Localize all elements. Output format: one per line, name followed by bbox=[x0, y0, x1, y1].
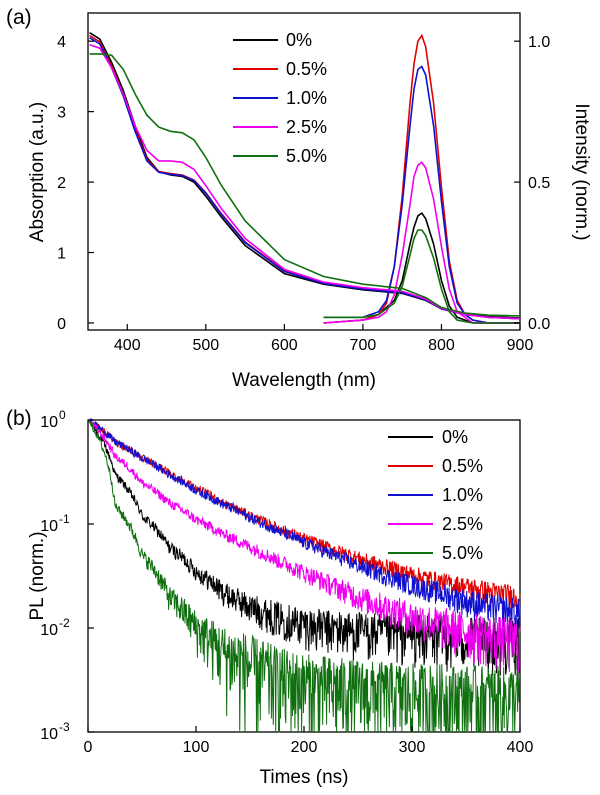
y-tick-label-b: 10 bbox=[40, 518, 58, 535]
y2-ticks-a: 0.0 0.5 1.0 bbox=[514, 34, 550, 333]
x-tick-label-b: 0 bbox=[84, 739, 93, 756]
legend-label-a: 0% bbox=[286, 30, 312, 50]
x-tick-label-b: 100 bbox=[183, 739, 210, 756]
legend-label-b: 5.0% bbox=[442, 543, 483, 563]
y-axis-label-b: PL (norm.) bbox=[27, 531, 48, 620]
x-axis-label-a: Wavelength (nm) bbox=[232, 370, 376, 391]
legend-label-b: 2.5% bbox=[442, 514, 483, 534]
y-tick-label-b: 10 bbox=[40, 414, 58, 431]
y-axis-label-a: Absorption (a.u.) bbox=[27, 102, 48, 242]
y2-axis-label-a: Intensity (norm.) bbox=[571, 103, 592, 240]
emission-line-0p5pct bbox=[323, 33, 520, 324]
panel-label-a: (a) bbox=[6, 6, 32, 29]
y-tick-label-a: 4 bbox=[57, 34, 66, 51]
x-tick-label-a: 800 bbox=[428, 337, 455, 354]
series-group-a bbox=[89, 32, 521, 324]
legend-label-a: 0.5% bbox=[286, 59, 327, 79]
x-tick-label-a: 400 bbox=[114, 337, 141, 354]
x-tick-label-b: 200 bbox=[291, 739, 318, 756]
panel-label-b: (b) bbox=[6, 407, 32, 430]
x-axis-label-b: Times (ns) bbox=[259, 767, 348, 788]
panel-a-absorption-emission: (a) 400 500 600 700 800 900 0 1 2 3 4 0.0 0.5 1.0 0… bbox=[6, 6, 592, 391]
legend-label-a: 5.0% bbox=[286, 146, 327, 166]
legend-b: 0% 0.5% 1.0% 2.5% 5.0% bbox=[388, 427, 483, 563]
y-tick-exponent-b: -1 bbox=[59, 512, 70, 526]
legend-label-b: 0% bbox=[442, 427, 468, 447]
legend-label-a: 1.0% bbox=[286, 88, 327, 108]
y-tick-label-a: 3 bbox=[57, 105, 66, 122]
y-ticks-a: 0 1 2 3 4 bbox=[57, 34, 94, 333]
y-tick-exponent-b: -3 bbox=[59, 720, 70, 734]
absorption-line-5p0pct bbox=[89, 53, 521, 317]
legend-label-b: 0.5% bbox=[442, 456, 483, 476]
x-tick-label-a: 600 bbox=[271, 337, 298, 354]
x-tick-label-a: 500 bbox=[192, 337, 219, 354]
emission-line-1p0pct bbox=[323, 65, 520, 324]
y-tick-label-a: 2 bbox=[57, 175, 66, 192]
legend-label-a: 2.5% bbox=[286, 117, 327, 137]
y2-tick-label-a: 0.5 bbox=[528, 175, 550, 192]
x-tick-label-a: 700 bbox=[350, 337, 377, 354]
y2-tick-label-a: 1.0 bbox=[528, 34, 550, 51]
absorption-line-2p5pct bbox=[89, 43, 521, 320]
decay-line-5p0pct bbox=[87, 419, 521, 733]
plot-frame-a bbox=[87, 12, 521, 331]
y-tick-label-b: 10 bbox=[40, 622, 58, 639]
emission-line-5p0pct bbox=[323, 229, 520, 324]
decay-line-1p0pct bbox=[87, 418, 521, 630]
y-tick-exponent-b: 0 bbox=[59, 408, 66, 422]
x-ticks-b: 0 100 200 300 400 bbox=[84, 726, 534, 756]
x-tick-label-b: 400 bbox=[507, 739, 534, 756]
decay-line-2p5pct bbox=[87, 419, 521, 680]
decay-line-0pct bbox=[87, 419, 521, 677]
y-tick-label-a: 1 bbox=[57, 246, 66, 263]
legend-label-b: 1.0% bbox=[442, 485, 483, 505]
y-tick-label-b: 10 bbox=[40, 726, 58, 743]
x-ticks-a: 400 500 600 700 800 900 bbox=[114, 324, 534, 354]
y-tick-label-a: 0 bbox=[57, 316, 66, 333]
y2-tick-label-a: 0.0 bbox=[528, 316, 550, 333]
y-tick-exponent-b: -2 bbox=[59, 616, 70, 630]
x-tick-label-b: 300 bbox=[399, 739, 426, 756]
series-group-b bbox=[87, 418, 521, 733]
emission-line-2p5pct bbox=[323, 161, 520, 324]
legend-a: 0% 0.5% 1.0% 2.5% 5.0% bbox=[233, 30, 327, 166]
x-tick-label-a: 900 bbox=[507, 337, 534, 354]
